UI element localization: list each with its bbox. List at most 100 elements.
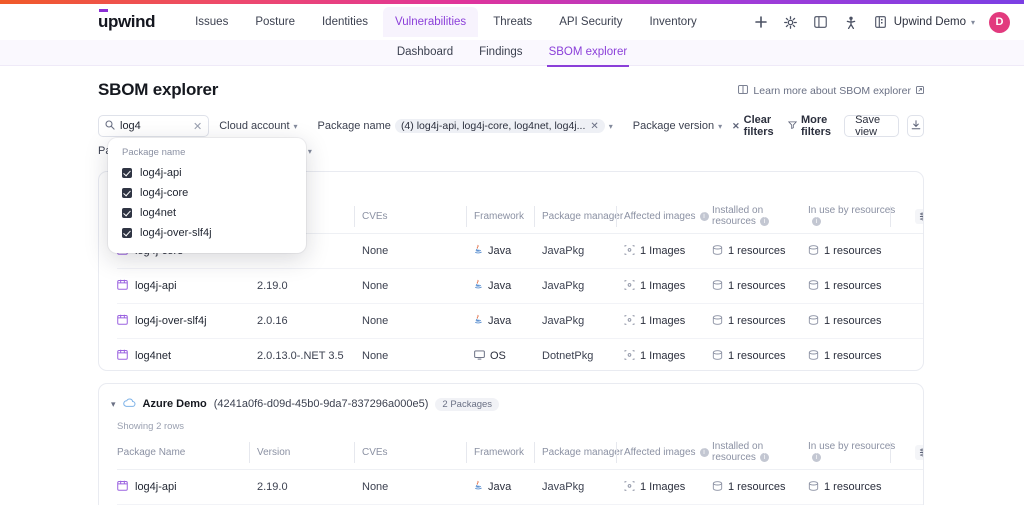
avatar[interactable]: D <box>989 11 1010 33</box>
cell-in-use-by-resources[interactable]: 1 resources <box>808 268 898 304</box>
table-row[interactable]: log4net 2.0.13.0-.NET 3.5 None OS DotnetPkg 1… <box>117 338 923 370</box>
resource-icon <box>808 349 819 363</box>
col-cves[interactable]: CVEs <box>354 200 474 234</box>
cell-in-use-by-resources[interactable]: 1 resources <box>808 338 898 370</box>
plus-icon[interactable] <box>753 14 769 30</box>
nav-item-identities[interactable]: Identities <box>321 16 369 28</box>
cell-installed-on-resources[interactable]: 1 resources <box>712 268 808 304</box>
col-in-use-by-resources[interactable]: In use by resourcesi <box>808 200 898 234</box>
cell-framework: Java <box>474 469 542 505</box>
panel-icon[interactable] <box>813 14 829 30</box>
col-in-use-by-resources[interactable]: In use by resourcesi <box>808 436 898 470</box>
cell-installed-on-resources[interactable]: 1 resources <box>712 303 808 339</box>
chevron-down-icon: ▾ <box>718 121 723 131</box>
col-package-manager[interactable]: Package manager <box>534 200 624 234</box>
cell-cves: None <box>362 268 474 304</box>
table-row[interactable]: log4j-api 2.19.0 None Java JavaPkg 1 Images 1 … <box>117 268 923 304</box>
dropdown-option-label: log4net <box>140 207 177 219</box>
nav-item-issues[interactable]: Issues <box>195 16 229 28</box>
account-header-2[interactable]: ▾ Azure Demo (4241a0f6-d09d-45b0-9da7-83… <box>99 384 923 421</box>
package-name-dropdown[interactable]: Package name log4j-api log4j-core log4net l… <box>108 138 306 253</box>
search-clear-icon[interactable]: ✕ <box>192 120 203 133</box>
info-icon: i <box>759 453 769 462</box>
filter-cloud-account-label: Cloud account <box>219 120 290 132</box>
filter-package-version-label: Package version <box>632 120 715 132</box>
col-package-name[interactable]: Package Name <box>117 436 257 470</box>
table-body-2: log4j-api 2.19.0 None Java JavaPkg 1 Images 1 … <box>117 469 923 505</box>
table-row[interactable]: log4j-api 2.19.0 None Java JavaPkg 1 Images 1 … <box>117 469 923 505</box>
col-settings[interactable] <box>890 436 923 470</box>
checkbox-checked-icon[interactable] <box>122 188 132 198</box>
more-filters-button[interactable]: More filters <box>787 114 836 138</box>
cell-package-name[interactable]: log4net <box>117 338 257 370</box>
person-icon[interactable] <box>843 14 859 30</box>
col-framework[interactable]: Framework <box>466 200 542 234</box>
filter-package-name[interactable]: Package name (4) log4j-api, log4j-core, … <box>308 119 623 133</box>
cell-framework: Java <box>474 303 542 339</box>
nav-item-posture[interactable]: Posture <box>255 16 295 28</box>
dropdown-option-log4j-core[interactable]: log4j-core <box>108 183 306 203</box>
java-icon <box>474 244 483 258</box>
gear-icon[interactable] <box>783 14 799 30</box>
cell-package-manager: DotnetPkg <box>542 338 624 370</box>
account-name: Azure Demo <box>142 398 207 410</box>
nav-item-threats[interactable]: Threats <box>493 16 533 28</box>
dropdown-option-log4j-api[interactable]: log4j-api <box>108 163 306 183</box>
cell-affected-images[interactable]: 1 Images <box>624 338 712 370</box>
learn-more-link[interactable]: Learn more about SBOM explorer <box>738 85 924 97</box>
table-row[interactable]: log4j-over-slf4j 2.0.16 None Java JavaPkg 1 I… <box>117 303 923 339</box>
search-input[interactable]: log4 ✕ <box>98 115 210 137</box>
cell-cves: None <box>362 233 474 269</box>
dropdown-option-log4net[interactable]: log4net <box>108 203 306 223</box>
col-package-manager[interactable]: Package manager <box>534 436 624 470</box>
cell-in-use-by-resources[interactable]: 1 resources <box>808 233 898 269</box>
cell-installed-on-resources[interactable]: 1 resources <box>712 469 808 505</box>
clear-filters-button[interactable]: ✕ Clear filters <box>732 114 780 138</box>
tab-dashboard[interactable]: Dashboard <box>396 45 454 58</box>
download-button[interactable] <box>907 115 924 137</box>
col-installed-on-resources[interactable]: Installed on resources i <box>712 436 808 470</box>
dropdown-option-log4j-over-slf4j[interactable]: log4j-over-slf4j <box>108 223 306 243</box>
filter-actions: ✕ Clear filters More filters Save view <box>732 114 924 138</box>
checkbox-checked-icon[interactable] <box>122 168 132 178</box>
tenant-switcher[interactable]: Upwind Demo ▾ <box>873 14 975 30</box>
cell-affected-images[interactable]: 1 Images <box>624 469 712 505</box>
cell-in-use-by-resources[interactable]: 1 resources <box>808 303 898 339</box>
cell-in-use-by-resources[interactable]: 1 resources <box>808 469 898 505</box>
cell-package-name[interactable]: log4j-over-slf4j <box>117 303 257 339</box>
upwind-logo[interactable]: upwind <box>98 9 155 32</box>
cell-affected-images[interactable]: 1 Images <box>624 268 712 304</box>
close-icon: ✕ <box>732 120 740 131</box>
col-framework[interactable]: Framework <box>466 436 542 470</box>
chevron-down-icon[interactable]: ▾ <box>111 398 116 409</box>
save-view-button[interactable]: Save view <box>844 114 900 138</box>
nav-item-api-security[interactable]: API Security <box>559 16 623 28</box>
nav-item-vulnerabilities[interactable]: Vulnerabilities <box>383 7 479 37</box>
page-title: SBOM explorer <box>98 80 219 99</box>
filter-package-version[interactable]: Package version ▾ <box>623 120 732 132</box>
col-version[interactable]: Version <box>249 436 362 470</box>
cell-affected-images[interactable]: 1 Images <box>624 233 712 269</box>
filter-package-name-pill[interactable]: (4) log4j-api, log4j-core, log4net, log4… <box>394 119 605 133</box>
col-installed-on-resources[interactable]: Installed on resources i <box>712 200 808 234</box>
resource-icon <box>808 480 819 494</box>
cell-installed-on-resources[interactable]: 1 resources <box>712 233 808 269</box>
cell-package-name[interactable]: log4j-api <box>117 268 257 304</box>
cell-installed-on-resources[interactable]: 1 resources <box>712 338 808 370</box>
tab-findings[interactable]: Findings <box>479 45 523 58</box>
col-affected-images[interactable]: Affected images i <box>616 200 712 234</box>
close-icon[interactable]: ✕ <box>590 120 599 132</box>
col-affected-images[interactable]: Affected images i <box>616 436 712 470</box>
checkbox-checked-icon[interactable] <box>122 228 132 238</box>
tab-sbom-explorer[interactable]: SBOM explorer <box>546 45 629 67</box>
chevron-down-icon: ▾ <box>293 121 298 131</box>
col-settings[interactable] <box>890 200 923 234</box>
nav-item-inventory[interactable]: Inventory <box>649 16 697 28</box>
col-cves[interactable]: CVEs <box>354 436 474 470</box>
filter-cloud-account[interactable]: Cloud account ▾ <box>209 120 307 132</box>
image-icon <box>624 480 635 494</box>
checkbox-checked-icon[interactable] <box>122 208 132 218</box>
showing-rows-label: Showing 2 rows <box>117 421 185 432</box>
cell-package-name[interactable]: log4j-api <box>117 469 257 505</box>
cell-affected-images[interactable]: 1 Images <box>624 303 712 339</box>
